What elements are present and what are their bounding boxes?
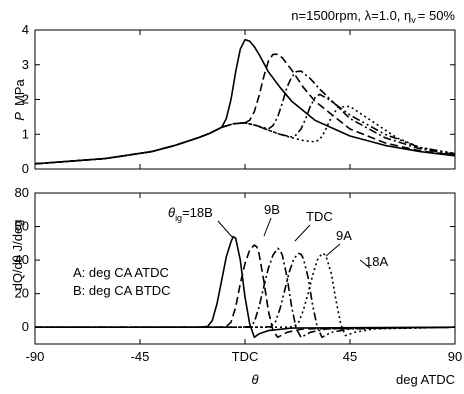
xlabel-theta: θ xyxy=(251,372,258,387)
bottom-ylabel: dQ/dθ J/deg xyxy=(10,220,25,291)
top-series-dashdotdot xyxy=(34,93,456,165)
bottom-xtick-label-0: -90 xyxy=(26,349,45,364)
bottom-series-solid xyxy=(35,235,456,339)
top-plot-frame xyxy=(34,29,456,170)
bottom-xtick-label-3: 45 xyxy=(343,349,357,364)
top-ytick-label-0: 0 xyxy=(22,161,29,176)
series-label-9B: 9B xyxy=(264,202,280,217)
top-series-dot xyxy=(34,105,456,165)
leader-9A xyxy=(325,243,341,257)
bottom-xtick-label-4: 90 xyxy=(448,349,462,364)
bottom-y-ticks: 0 20 40 60 80 xyxy=(15,185,456,344)
top-ytick-label-3: 3 xyxy=(22,57,29,72)
bottom-x-ticks: -90 -45 TDC 45 90 xyxy=(26,349,463,364)
series-label-TDC: TDC xyxy=(306,209,333,224)
bottom-ytick-label-2: 40 xyxy=(15,252,29,267)
top-y-ticks: 0 1 2 3 4 xyxy=(22,22,456,176)
top-ytick-label-1: 1 xyxy=(22,126,29,141)
bottom-xtick-label-1: -45 xyxy=(131,349,150,364)
leader-9B xyxy=(263,217,272,237)
legend-line-B: B: deg CA BTDC xyxy=(73,283,171,298)
series-label-18B: θig=18B xyxy=(168,205,213,223)
leader-TDC xyxy=(294,224,311,242)
bottom-series-dash xyxy=(35,244,456,339)
condition-annotation: n=1500rpm, λ=1.0, ηv = 50% xyxy=(291,8,455,25)
bottom-ytick-label-1: 20 xyxy=(15,286,29,301)
bottom-series-dashdot xyxy=(35,247,456,339)
bottom-ytick-label-3: 60 xyxy=(15,219,29,234)
leader-18B xyxy=(217,220,234,239)
bottom-series-dashdotdot xyxy=(35,252,456,339)
xlabel-unit: deg ATDC xyxy=(396,372,455,387)
bottom-xtick-label-2: TDC xyxy=(232,349,259,364)
series-label-18A: 18A xyxy=(365,254,388,269)
leader-18A xyxy=(359,259,371,269)
top-ylabel: PMPa xyxy=(12,79,27,121)
legend-line-A: A: deg CA ATDC xyxy=(73,265,169,280)
top-ytick-label-2: 2 xyxy=(22,92,29,107)
series-label-9A: 9A xyxy=(336,228,352,243)
top-ytick-label-4: 4 xyxy=(22,22,29,37)
bottom-ytick-label-4: 80 xyxy=(15,185,29,200)
bottom-ytick-label-0: 0 xyxy=(22,319,29,334)
bottom-heat-release-curves xyxy=(35,235,456,339)
top-series-dashdot xyxy=(34,70,456,165)
top-pressure-curves xyxy=(34,38,456,165)
